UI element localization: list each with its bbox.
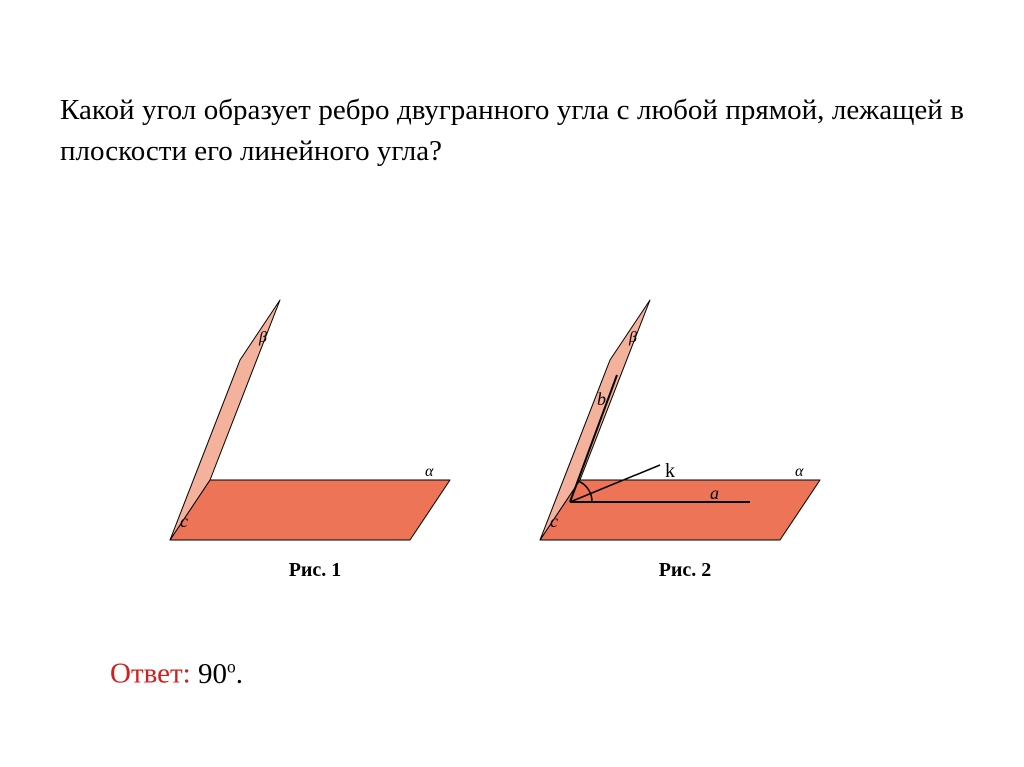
question-text: Какой угол образует ребро двугранного уг…	[60, 90, 964, 171]
figures-container: α β c Рис. 1 α β c a b k Рис. 2	[150, 255, 874, 585]
figure-2-svg: α β c a b k	[520, 255, 850, 555]
svg-text:c: c	[550, 511, 558, 531]
answer-label: Ответ:	[110, 658, 191, 690]
answer-dot: .	[236, 658, 243, 690]
figure-2-caption: Рис. 2	[659, 559, 712, 582]
answer-line: Ответ: 90o.	[110, 656, 243, 691]
svg-text:β: β	[258, 329, 267, 346]
svg-text:β: β	[628, 329, 637, 346]
figure-1-caption: Рис. 1	[289, 559, 342, 582]
answer-value: 90o.	[198, 658, 243, 690]
svg-text:c: c	[180, 511, 188, 531]
svg-text:k: k	[665, 460, 675, 482]
answer-degree: o	[227, 656, 236, 676]
svg-text:a: a	[710, 483, 719, 503]
figure-1: α β c Рис. 1	[150, 255, 480, 582]
svg-text:α: α	[795, 463, 804, 480]
figure-1-svg: α β c	[150, 255, 480, 555]
svg-text:α: α	[425, 463, 434, 480]
answer-number: 90	[198, 658, 227, 690]
svg-text:b: b	[597, 389, 606, 409]
figure-2: α β c a b k Рис. 2	[520, 255, 850, 582]
